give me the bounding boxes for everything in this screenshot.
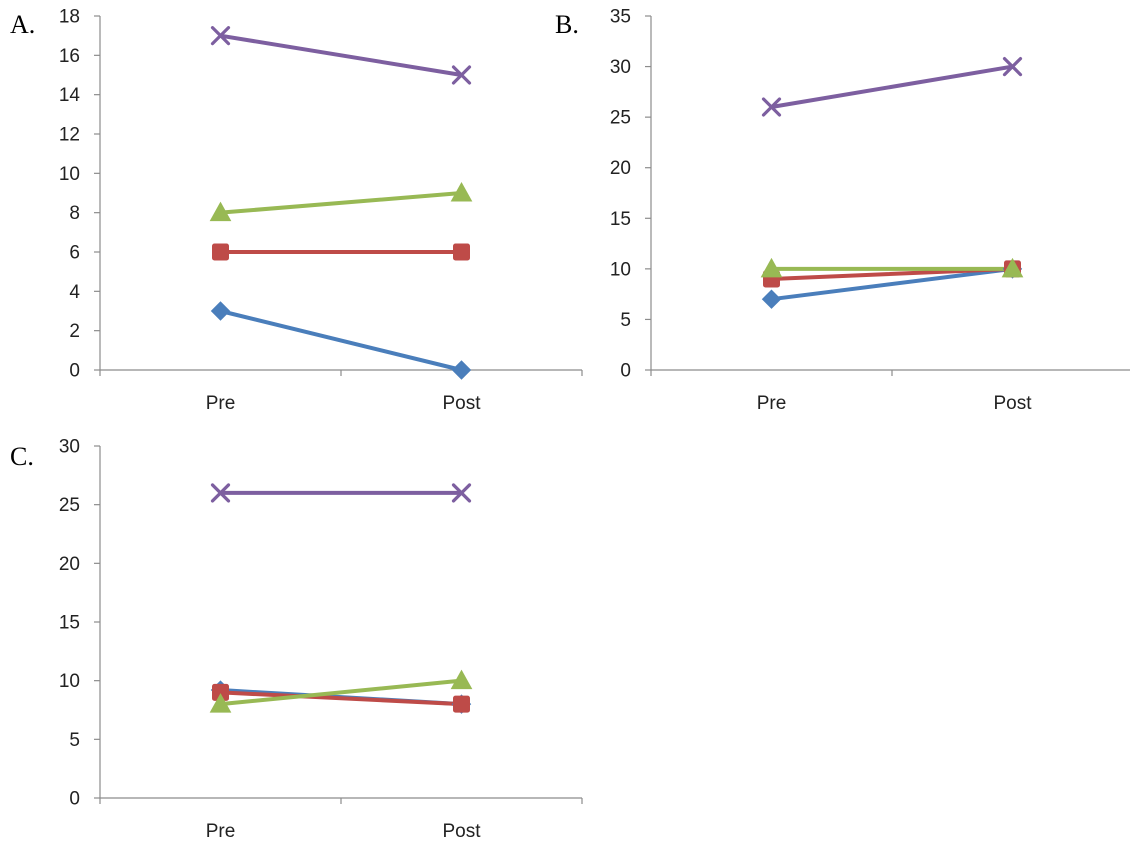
y-tick-label: 16 bbox=[59, 46, 80, 67]
data-point-x bbox=[451, 483, 472, 503]
y-tick-label: 5 bbox=[620, 310, 631, 331]
x-tick-label: Post bbox=[442, 393, 481, 414]
data-point-diamond bbox=[451, 360, 472, 380]
y-tick-label: 35 bbox=[610, 7, 631, 28]
y-tick-label: 10 bbox=[59, 164, 80, 185]
data-point-triangle bbox=[760, 257, 783, 278]
x-tick-label: Pre bbox=[206, 821, 236, 842]
x-tick-label: Pre bbox=[757, 393, 787, 414]
y-tick-label: 8 bbox=[69, 203, 80, 224]
data-point-triangle bbox=[209, 201, 232, 222]
y-tick-label: 4 bbox=[69, 282, 80, 303]
panel-label: B. bbox=[555, 10, 579, 39]
y-tick-label: 0 bbox=[69, 789, 80, 810]
y-tick-label: 30 bbox=[59, 437, 80, 458]
y-tick-label: 5 bbox=[69, 730, 80, 751]
data-point-x bbox=[210, 483, 231, 503]
x-tick-label: Post bbox=[993, 393, 1032, 414]
y-tick-label: 25 bbox=[59, 495, 80, 516]
y-tick-label: 15 bbox=[610, 209, 631, 230]
series-line-triangle bbox=[218, 191, 464, 215]
data-point-square bbox=[453, 243, 470, 261]
series-line-triangle bbox=[218, 678, 464, 707]
y-tick-label: 6 bbox=[69, 243, 80, 264]
chart-panel-1: B. 0 5 10 15 20 25 30 35 Pre Post bbox=[555, 7, 1130, 414]
data-point-x bbox=[761, 97, 782, 117]
y-tick-label: 15 bbox=[59, 613, 80, 634]
chart-panel-0: A. 0 2 4 6 8 10 12 14 16 18 Pre Post bbox=[10, 7, 583, 414]
x-tick-label: Post bbox=[442, 821, 481, 842]
data-point-x bbox=[1002, 56, 1023, 77]
y-tick-label: 20 bbox=[59, 554, 80, 575]
x-tick-label: Pre bbox=[206, 393, 236, 414]
panel-label: A. bbox=[10, 10, 35, 39]
series-line-diamond bbox=[769, 266, 1015, 302]
data-point-triangle bbox=[450, 669, 473, 690]
data-point-diamond bbox=[761, 289, 782, 309]
data-point-square bbox=[212, 243, 229, 261]
y-tick-label: 20 bbox=[610, 158, 631, 179]
data-point-x bbox=[451, 65, 472, 85]
data-point-diamond bbox=[210, 301, 231, 321]
y-tick-label: 18 bbox=[59, 7, 80, 28]
data-point-square bbox=[453, 695, 470, 713]
data-point-triangle bbox=[1001, 257, 1024, 278]
series-line-x bbox=[769, 64, 1015, 110]
y-tick-label: 10 bbox=[610, 259, 631, 280]
y-tick-label: 2 bbox=[69, 321, 80, 342]
panel-label: C. bbox=[10, 442, 34, 471]
series-line-diamond bbox=[218, 309, 464, 372]
y-tick-label: 12 bbox=[59, 125, 80, 146]
y-tick-label: 30 bbox=[610, 57, 631, 78]
chart-panel-2: C. 0 5 10 15 20 25 30 Pre Post bbox=[10, 437, 583, 842]
y-tick-label: 10 bbox=[59, 671, 80, 692]
y-tick-label: 25 bbox=[610, 108, 631, 129]
data-point-x bbox=[210, 26, 231, 46]
series-line-square bbox=[218, 690, 464, 707]
data-point-triangle bbox=[209, 693, 232, 713]
y-tick-label: 0 bbox=[620, 361, 631, 382]
y-tick-label: 0 bbox=[69, 361, 80, 382]
series-line-x bbox=[218, 33, 464, 77]
y-tick-label: 14 bbox=[59, 85, 81, 106]
data-point-triangle bbox=[450, 181, 473, 202]
